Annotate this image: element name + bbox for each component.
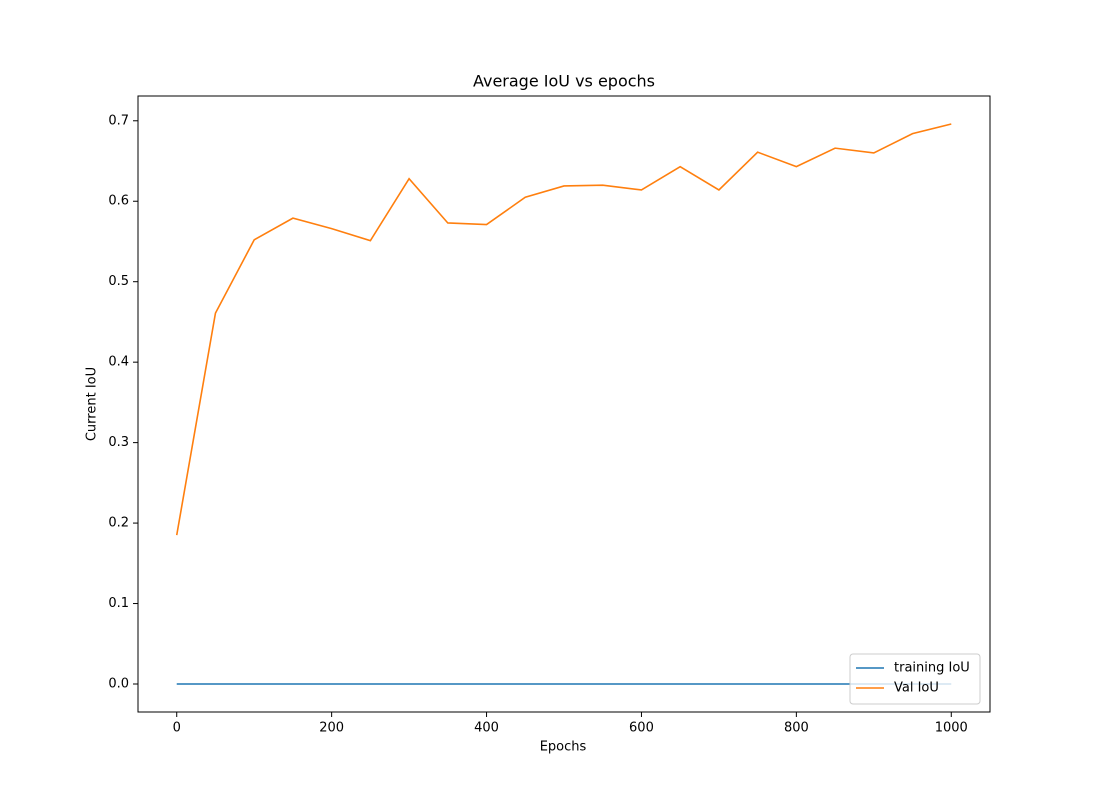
y-tick-label: 0.1 <box>108 596 129 611</box>
x-tick-label: 200 <box>319 721 344 736</box>
y-tick-label: 0.7 <box>108 113 129 128</box>
chart-title: Average IoU vs epochs <box>473 72 655 91</box>
plot-frame <box>137 95 991 713</box>
y-tick-label: 0.4 <box>108 355 129 370</box>
legend-label: Val IoU <box>894 681 939 696</box>
data-line <box>175 123 952 536</box>
y-axis-label: Current IoU <box>85 367 100 441</box>
legend-box <box>849 653 981 705</box>
x-tick-label: 400 <box>474 721 499 736</box>
y-tick-label: 0.5 <box>108 274 129 289</box>
y-tick-label: 0.2 <box>108 516 129 531</box>
y-tick-label: 0.6 <box>108 194 129 209</box>
x-tick-label: 0 <box>173 721 181 736</box>
legend-label: training IoU <box>894 661 970 676</box>
x-tick-label: 600 <box>629 721 654 736</box>
x-tick-label: 1000 <box>935 721 968 736</box>
x-axis-label: Epochs <box>540 740 587 755</box>
y-tick-label: 0.3 <box>108 435 129 450</box>
y-tick-label: 0.0 <box>108 677 129 692</box>
x-tick-label: 800 <box>784 721 809 736</box>
